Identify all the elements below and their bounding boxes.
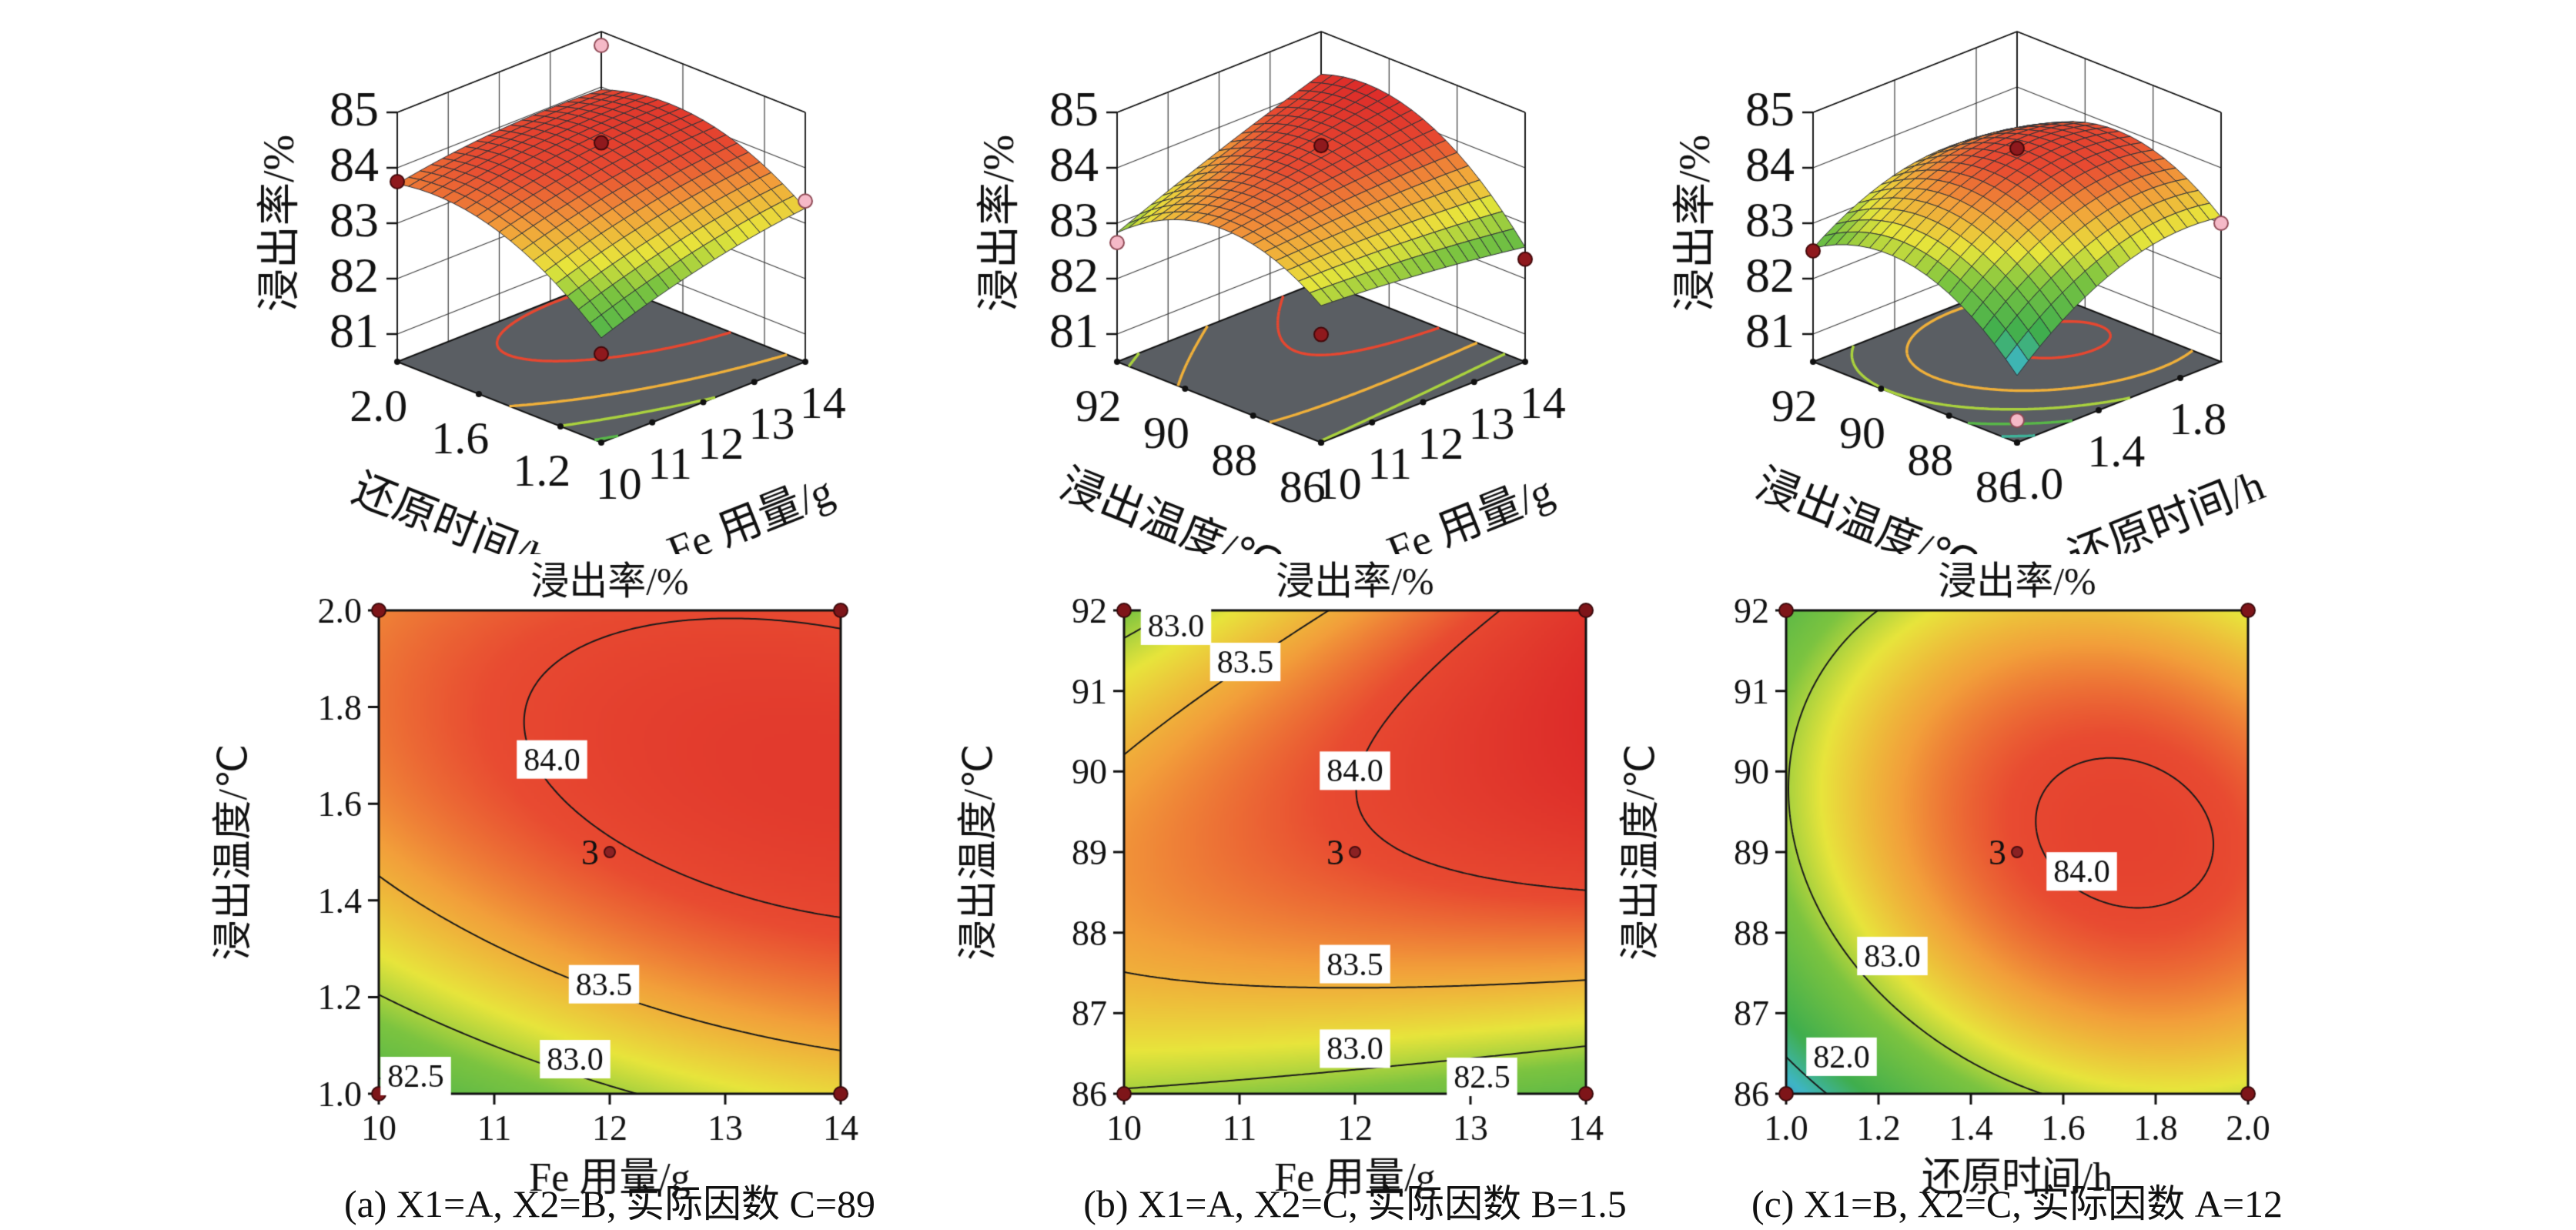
contour-plot-c <box>1417 554 2453 1230</box>
surface-plot-c <box>1587 0 2576 554</box>
panel-caption-c: (c) X1=B, X2=C, 实际因数 A=12 <box>1751 1182 2283 1225</box>
panel-caption-b: (b) X1=A, X2=C, 实际因数 B=1.5 <box>1083 1182 1627 1225</box>
panel-caption-a: (a) X1=A, X2=B, 实际因数 C=89 <box>343 1182 876 1225</box>
